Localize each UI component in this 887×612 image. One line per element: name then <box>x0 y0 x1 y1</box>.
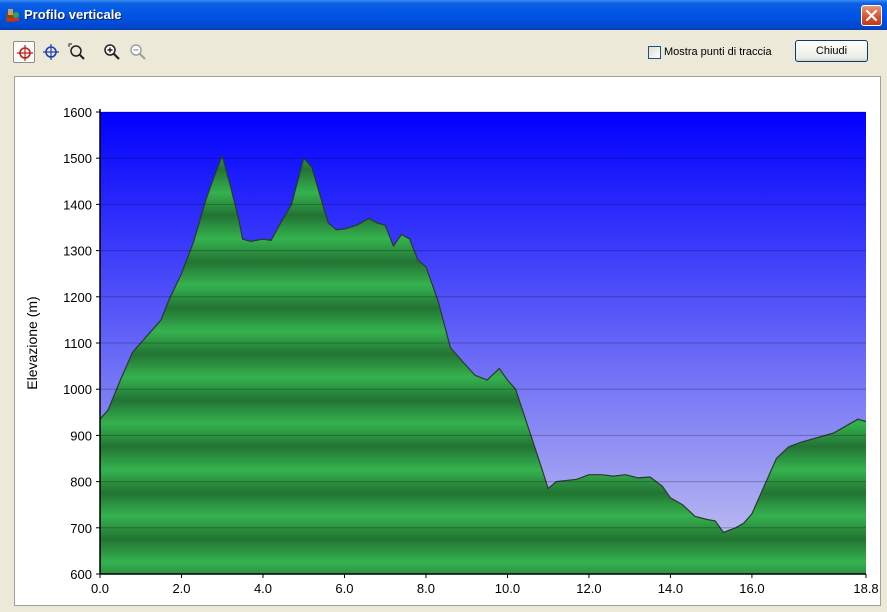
x-tick-label: 6.0 <box>335 581 353 596</box>
zoom-out-icon <box>130 44 146 60</box>
x-tick-label: 16.0 <box>739 581 764 596</box>
target-tool-button[interactable] <box>40 41 62 63</box>
elevation-profile-chart: 600 700 800 900 1000 1100 1200 1300 1400 1500 1600… <box>24 105 879 612</box>
title-bar[interactable]: Profilo verticale <box>0 0 887 30</box>
y-tick-label: 1000 <box>63 382 92 397</box>
y-axis-label: Elevazione (m) <box>24 296 40 389</box>
window-title: Profilo verticale <box>24 7 122 22</box>
y-tick-label: 900 <box>70 428 92 443</box>
y-tick-label: 1200 <box>63 290 92 305</box>
crosshair-red-icon <box>17 45 33 61</box>
zoom-out-button[interactable] <box>127 41 149 63</box>
y-tick-label: 1400 <box>63 197 92 212</box>
window-close-button[interactable] <box>861 5 882 26</box>
y-tick-label: 1500 <box>63 151 92 166</box>
x-tick-label: 14.0 <box>658 581 683 596</box>
y-tick-label: 700 <box>70 521 92 536</box>
show-track-points-label[interactable]: Mostra punti di traccia <box>664 46 772 58</box>
show-track-points-checkbox[interactable] <box>648 46 661 59</box>
crosshair-blue-icon <box>43 44 59 60</box>
x-tick-label: 10.0 <box>495 581 520 596</box>
elevation-area <box>100 155 866 574</box>
y-tick-label: 1300 <box>63 244 92 259</box>
y-tick-label: 600 <box>70 567 92 582</box>
zoom-window-icon <box>68 43 85 60</box>
close-dialog-button[interactable]: Chiudi <box>795 40 868 62</box>
zoom-in-icon <box>104 44 120 60</box>
dialog-body: Mostra punti di traccia Chiudi 600 <box>3 30 884 612</box>
zoom-in-button[interactable] <box>101 41 123 63</box>
x-tick-label: 4.0 <box>254 581 272 596</box>
y-tick-label: 1100 <box>64 336 92 351</box>
x-tick-label: 18.8 <box>853 581 878 596</box>
elevation-chart-panel: 600 700 800 900 1000 1100 1200 1300 1400 1500 1600… <box>14 76 881 612</box>
x-axis-label: Distanza (km) <box>420 602 506 605</box>
elevation-line <box>99 153 867 534</box>
x-tick-label: 0.0 <box>91 581 109 596</box>
x-tick-label: 12.0 <box>576 581 601 596</box>
y-tick-label: 1600 <box>63 105 92 120</box>
crosshair-tool-button[interactable] <box>13 41 35 63</box>
x-tick-label: 8.0 <box>417 581 435 596</box>
x-tick-label: 2.0 <box>172 581 190 596</box>
y-tick-label: 800 <box>70 475 92 490</box>
zoom-window-tool-button[interactable] <box>66 41 88 63</box>
app-icon <box>6 9 19 22</box>
close-icon <box>865 9 878 22</box>
